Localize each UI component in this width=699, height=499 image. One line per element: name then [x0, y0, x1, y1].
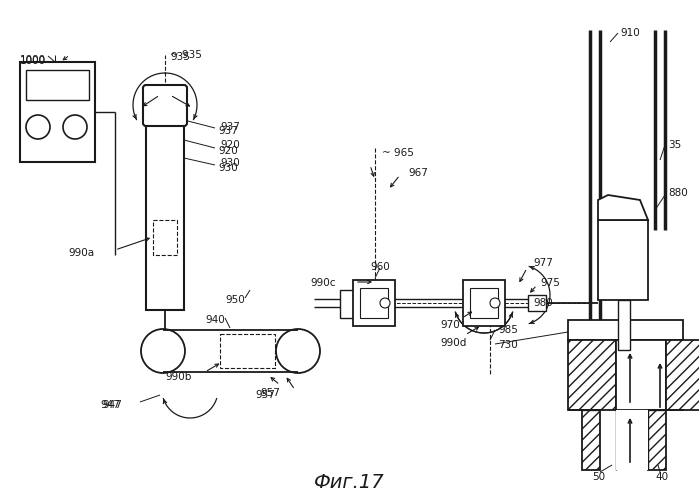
Text: 920: 920 — [220, 140, 240, 150]
Text: 957: 957 — [255, 390, 275, 400]
Text: 947: 947 — [100, 400, 120, 410]
Bar — [153, 220, 177, 255]
Bar — [616, 410, 648, 470]
Circle shape — [63, 115, 87, 139]
Circle shape — [141, 329, 185, 373]
Text: 975: 975 — [540, 278, 560, 288]
Text: 940: 940 — [205, 315, 225, 325]
Bar — [616, 340, 666, 410]
Bar — [26, 70, 89, 100]
Text: ~ 965: ~ 965 — [382, 148, 414, 158]
Circle shape — [26, 115, 50, 139]
Text: 930: 930 — [220, 158, 240, 168]
Text: 920: 920 — [218, 146, 238, 156]
Bar — [340, 290, 354, 318]
Bar — [618, 300, 630, 350]
Text: 937: 937 — [218, 126, 238, 136]
Text: 970: 970 — [440, 320, 460, 330]
Text: 937: 937 — [220, 122, 240, 132]
Text: 950: 950 — [225, 295, 245, 305]
Polygon shape — [598, 195, 648, 220]
Text: 50: 50 — [592, 472, 605, 482]
Bar — [582, 410, 600, 470]
Text: 730: 730 — [498, 340, 518, 350]
Text: 930: 930 — [218, 163, 238, 173]
Bar — [360, 288, 388, 318]
Circle shape — [380, 298, 390, 308]
Bar — [220, 334, 275, 368]
Bar — [598, 220, 648, 300]
Bar — [648, 410, 666, 470]
Bar — [353, 280, 395, 326]
Text: 880: 880 — [668, 188, 688, 198]
Bar — [528, 295, 546, 311]
Bar — [568, 320, 683, 340]
Bar — [568, 340, 616, 410]
Text: Фиг.17: Фиг.17 — [314, 473, 384, 492]
Text: 967: 967 — [408, 168, 428, 178]
FancyBboxPatch shape — [143, 85, 187, 126]
Text: 990a: 990a — [68, 248, 94, 258]
Text: 1000: 1000 — [20, 56, 46, 66]
Text: 990c: 990c — [310, 278, 336, 288]
Text: 977: 977 — [533, 258, 553, 268]
Text: 990d: 990d — [440, 338, 466, 348]
Bar — [146, 88, 184, 310]
Text: 35: 35 — [668, 140, 682, 150]
Text: 935: 935 — [170, 52, 190, 62]
Text: ~ 935: ~ 935 — [170, 50, 202, 60]
Bar — [470, 288, 498, 318]
Text: 990b: 990b — [165, 372, 192, 382]
Circle shape — [276, 329, 320, 373]
Text: 40: 40 — [655, 472, 668, 482]
Circle shape — [490, 298, 500, 308]
Text: 957: 957 — [260, 388, 280, 398]
Bar — [463, 280, 505, 326]
Text: 910: 910 — [620, 28, 640, 38]
Text: 1000: 1000 — [20, 55, 46, 65]
Text: 980: 980 — [533, 298, 553, 308]
Bar — [20, 62, 95, 162]
Text: 985: 985 — [498, 325, 518, 335]
Text: 947: 947 — [102, 400, 122, 410]
Text: 960: 960 — [370, 262, 390, 272]
Bar — [666, 340, 699, 410]
